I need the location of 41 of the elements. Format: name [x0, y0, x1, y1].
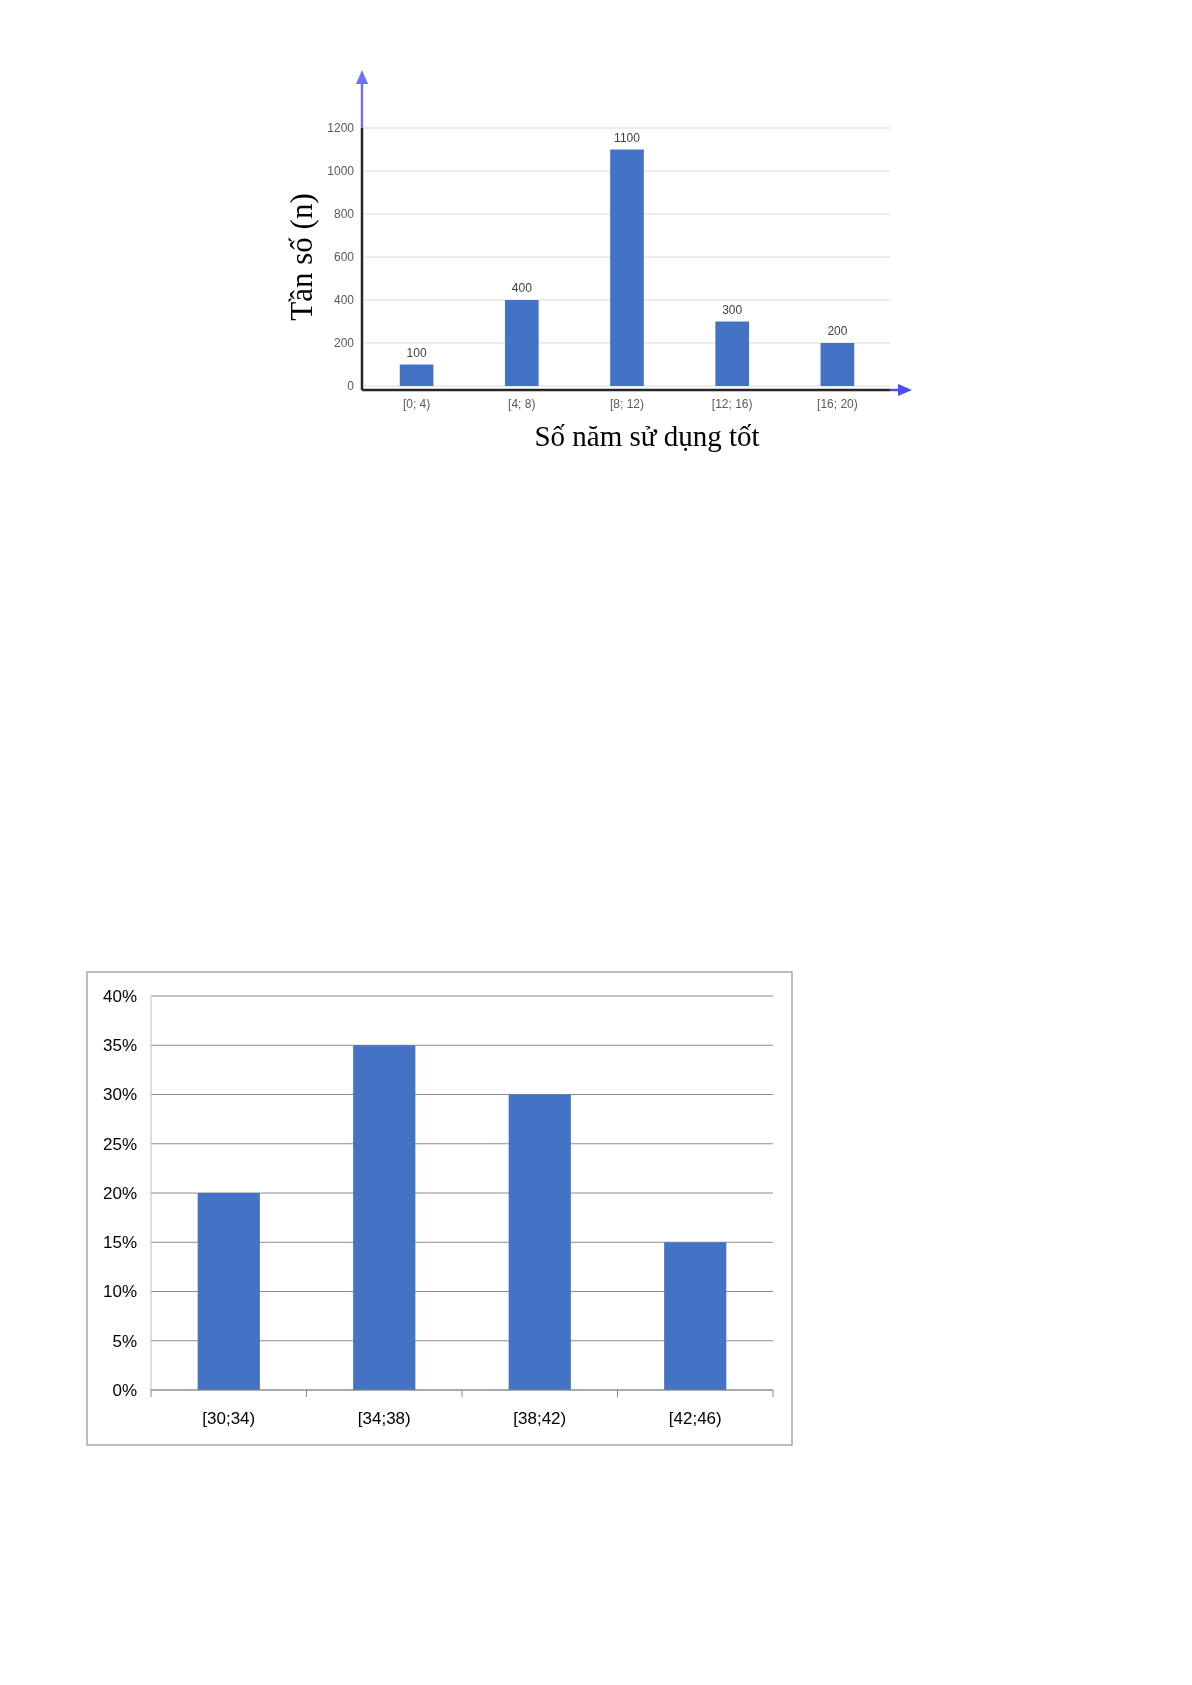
data-label: 200	[827, 324, 848, 338]
x-tick-label: [42;46)	[668, 1409, 722, 1428]
y-tick-label: 5%	[112, 1331, 137, 1351]
data-label: 300	[722, 302, 743, 317]
bar	[664, 1242, 727, 1390]
y-tick-label: 25%	[102, 1134, 137, 1154]
x-tick-label: [8; 12)	[609, 397, 645, 411]
data-label: 1100	[614, 130, 641, 145]
y-tick-label: 0%	[112, 1380, 137, 1400]
y-tick-label: 10%	[102, 1282, 137, 1302]
y-tick-label: 800	[333, 207, 355, 222]
x-tick-label: [38;42)	[513, 1409, 567, 1428]
data-label: 100	[406, 345, 427, 360]
bar	[715, 321, 750, 386]
y-tick-label: 30%	[102, 1085, 137, 1105]
x-tick-label: [0; 4)	[402, 397, 431, 411]
bar	[353, 1045, 416, 1390]
bar	[399, 364, 434, 386]
x-tick-label: [12; 16)	[711, 397, 753, 411]
y-tick-label: 1000	[327, 164, 355, 179]
y-tick-label: 0	[347, 379, 355, 394]
y-axis-title: Tần số (n)	[284, 193, 319, 321]
bar	[820, 343, 855, 386]
y-tick-label: 400	[333, 293, 355, 308]
x-tick-label: [34;38)	[357, 1409, 411, 1428]
x-tick-label: [30;34)	[202, 1409, 256, 1428]
data-label: 400	[511, 281, 533, 295]
bar	[610, 149, 644, 386]
bar	[508, 1094, 571, 1390]
x-tick-label: [16; 20)	[817, 397, 858, 411]
y-tick-label: 200	[333, 336, 355, 351]
y-tick-label: 600	[333, 250, 355, 265]
x-tick-label: [4; 8)	[508, 397, 536, 411]
x-axis-title: Số năm sử dụng tốt	[534, 420, 760, 452]
y-tick-label: 20%	[102, 1183, 137, 1203]
bar	[197, 1193, 260, 1390]
bar	[504, 300, 539, 386]
y-tick-label: 1200	[327, 121, 355, 136]
y-tick-label: 15%	[102, 1233, 137, 1253]
y-tick-label: 35%	[102, 1036, 137, 1056]
y-tick-label: 40%	[102, 986, 137, 1006]
